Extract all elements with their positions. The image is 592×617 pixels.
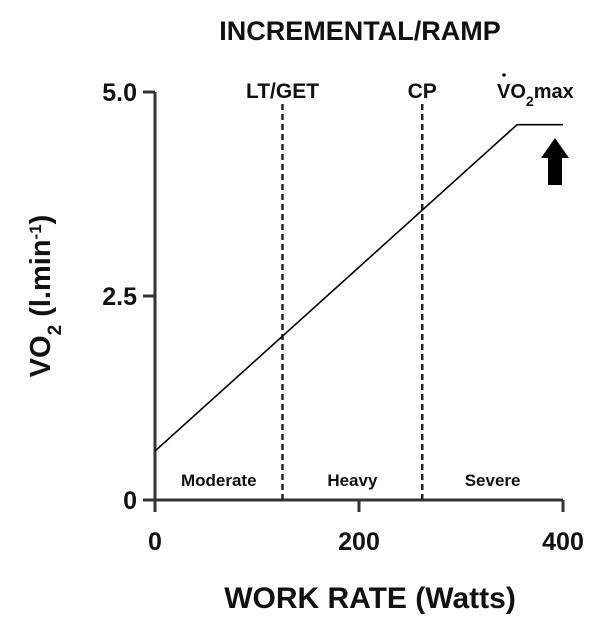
max-label-part: max	[534, 81, 574, 103]
chart-title: INCREMENTAL/RAMP	[219, 16, 500, 46]
y-tick-label: 2.5	[102, 283, 137, 311]
series-line	[154, 123, 563, 452]
y-tick-label: 0	[123, 487, 137, 515]
domain-label: Heavy	[327, 471, 378, 490]
y-axis-label-part: VO	[25, 335, 57, 377]
x-tick-label: 400	[542, 528, 584, 556]
y-axis-label: VO2 (l.min-1)	[25, 215, 66, 378]
x-axis-label: WORK RATE (Watts)	[224, 582, 516, 615]
y-axis-label-part: (l.min	[25, 239, 57, 324]
y-axis-label-part: )	[25, 215, 57, 225]
y-tick-label: 5.0	[102, 79, 137, 107]
threshold-label: LT/GET	[246, 80, 319, 103]
max-arrow	[541, 138, 569, 185]
max-label: VO2max	[497, 81, 574, 109]
max-label-part: 2	[526, 93, 534, 109]
y-axis-label-part: -1	[26, 224, 45, 239]
max-label-part: VO	[497, 81, 526, 103]
y-axis-label-part: 2	[45, 325, 66, 336]
domain-label: Severe	[465, 471, 521, 490]
max-dot	[502, 73, 506, 77]
x-tick-label: 0	[148, 528, 162, 556]
threshold-label: CP	[408, 80, 437, 103]
x-tick-label: 200	[338, 528, 380, 556]
domain-label: Moderate	[181, 471, 257, 490]
